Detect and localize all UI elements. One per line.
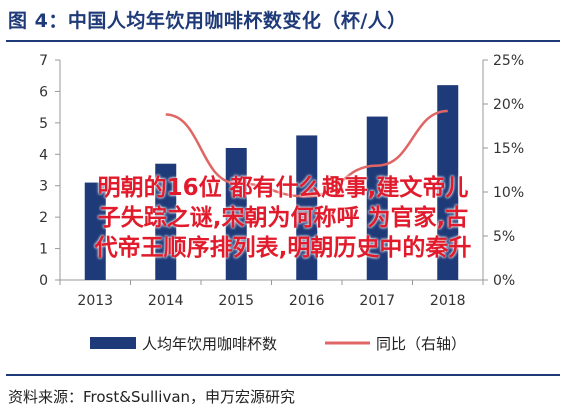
y-left-tick-label: 7 bbox=[39, 53, 48, 69]
y-left-tick-label: 5 bbox=[39, 116, 48, 132]
legend-bar-swatch bbox=[90, 337, 136, 349]
bar bbox=[437, 85, 459, 281]
y-right-tick-label: 15% bbox=[493, 141, 524, 157]
overlay-text-line-2: 子失踪之谜,宋朝为何称呼 为官家,古 bbox=[97, 205, 469, 231]
bar-series bbox=[84, 85, 459, 281]
line-series bbox=[165, 109, 448, 198]
x-tick-label: 2014 bbox=[148, 293, 184, 309]
y-right-tick-label: 5% bbox=[493, 229, 515, 245]
bar bbox=[84, 182, 106, 280]
x-tick-label: 2015 bbox=[218, 293, 254, 309]
x-tick-label: 2017 bbox=[359, 293, 395, 309]
y-left-tick-label: 3 bbox=[39, 179, 48, 195]
title-rule bbox=[6, 40, 560, 42]
source-note: 资料来源：Frost&Sullivan，申万宏源研究 bbox=[8, 388, 296, 406]
x-tick-label: 2016 bbox=[289, 293, 325, 309]
y-right-tick-label: 25% bbox=[493, 53, 524, 69]
y-right-tick-label: 10% bbox=[493, 185, 524, 201]
y-left-tick-label: 1 bbox=[39, 242, 48, 258]
y-left-tick-label: 6 bbox=[39, 84, 48, 100]
bar bbox=[225, 148, 247, 280]
x-tick-label: 2018 bbox=[430, 293, 466, 309]
x-tick-label: 2013 bbox=[77, 293, 113, 309]
growth-line bbox=[165, 109, 448, 198]
legend: 人均年饮用咖啡杯数 同比（右轴） bbox=[90, 335, 466, 353]
y-left-tick-label: 4 bbox=[39, 147, 48, 163]
x-axis-labels: 2013 2014 2015 2016 2017 2018 bbox=[59, 280, 484, 309]
legend-bar-label: 人均年饮用咖啡杯数 bbox=[142, 335, 277, 353]
bar bbox=[366, 116, 388, 280]
chart-title: 图 4：中国人均年饮用咖啡杯数变化（杯/人） bbox=[8, 10, 407, 32]
y-right-tick-label: 20% bbox=[493, 97, 524, 113]
y-right-tick-label: 0% bbox=[493, 273, 515, 289]
y-left-tick-label: 0 bbox=[39, 273, 48, 289]
legend-line-label: 同比（右轴） bbox=[376, 335, 466, 353]
overlay-text-line-1: 明朝的16位 都有什么趣事,建文帝儿 bbox=[97, 175, 469, 201]
bar bbox=[155, 163, 177, 280]
overlay-text-line-3: 代帝王顺序排列表,明朝历史中的秦升 bbox=[94, 235, 472, 261]
y-left-tick-label: 2 bbox=[39, 210, 48, 226]
source-rule bbox=[6, 374, 560, 376]
bar bbox=[296, 135, 318, 280]
